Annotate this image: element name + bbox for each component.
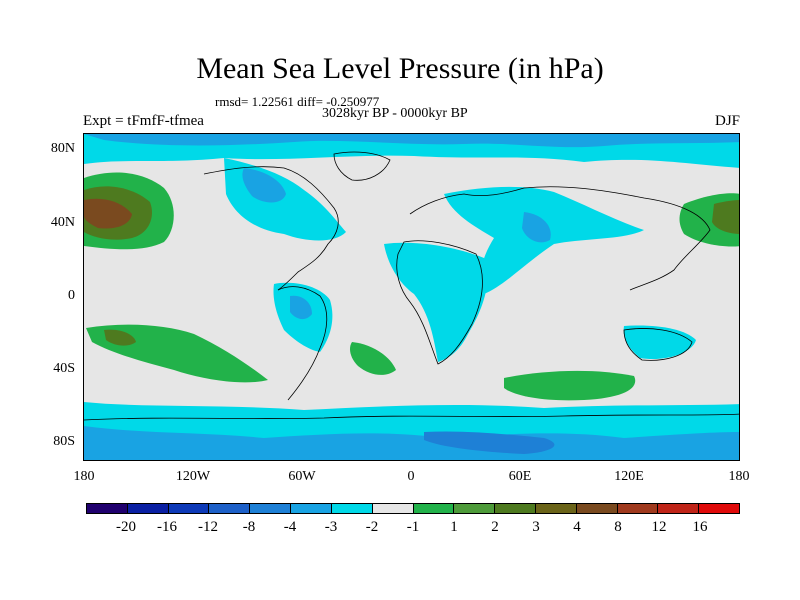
colorbar-swatch [331, 504, 373, 513]
colorbar-swatch [87, 504, 128, 513]
colorbar-swatch [413, 504, 455, 513]
antarctic-core-negative [424, 431, 555, 454]
colorbar-label: -8 [242, 519, 256, 535]
lon-label-60e: 60E [508, 469, 532, 484]
lat-label-0: 0 [68, 288, 75, 303]
lon-label-180w: 180 [73, 469, 95, 484]
colorbar-label: 8 [614, 519, 622, 535]
africa-negative [384, 242, 488, 362]
colorbar-swatch [576, 504, 618, 513]
lat-label-80n: 80N [50, 141, 75, 156]
colorbar-swatch [372, 504, 414, 513]
south-pacific-positive-core [104, 329, 136, 346]
colorbar-swatch [495, 504, 536, 513]
colorbar-label: 16 [692, 519, 708, 535]
colorbar-label: 4 [573, 519, 581, 535]
colorbar-swatch [699, 504, 739, 513]
stats-line: rmsd= 1.22561 diff= -0.250977 [215, 94, 380, 109]
southern-ocean-strong-negative [84, 426, 739, 460]
lon-label-0: 0 [407, 469, 415, 484]
north-america-negative [224, 158, 346, 241]
colorbar-label: 2 [491, 519, 499, 535]
colorbar-swatch [127, 504, 169, 513]
colorbar-label: 3 [532, 519, 540, 535]
colorbar [86, 503, 740, 514]
colorbar-label: -20 [116, 519, 136, 535]
west-pacific-positive-core [712, 200, 739, 234]
pressure-map [83, 133, 740, 461]
colorbar-label: -12 [198, 519, 218, 535]
colorbar-label: -1 [406, 519, 420, 535]
lon-label-60w: 60W [288, 469, 316, 484]
coastlines [84, 151, 739, 421]
colorbar-label: 12 [651, 519, 667, 535]
asia-strong-negative [522, 212, 551, 243]
arctic-strong-negative [84, 134, 739, 148]
colorbar-swatch [617, 504, 659, 513]
south-atlantic-positive [350, 342, 396, 375]
colorbar-label: -3 [324, 519, 338, 535]
colorbar-swatch [291, 504, 332, 513]
colorbar-label: 1 [450, 519, 458, 535]
indian-ocean-positive [504, 370, 636, 401]
colorbar-swatch [454, 504, 496, 513]
colorbar-label: -16 [157, 519, 177, 535]
lon-label-180e: 180 [728, 469, 750, 484]
lon-label-120e: 120E [614, 469, 644, 484]
colorbar-swatch [658, 504, 700, 513]
lat-label-40s: 40S [53, 361, 75, 376]
colorbar-swatch [535, 504, 577, 513]
map-canvas [84, 134, 739, 460]
canada-strong-negative [242, 168, 286, 203]
north-pacific-positive-peak [84, 198, 132, 229]
colorbar-swatch [250, 504, 292, 513]
colorbar-labels: -20 -16 -12 -8 -4 -3 -2 -1 1 2 3 4 8 12 … [0, 519, 800, 539]
lat-label-80s: 80S [53, 434, 75, 449]
season-label: DJF [714, 113, 740, 129]
colorbar-swatch [209, 504, 251, 513]
experiment-label: Expt = tFmfF-tfmea [83, 113, 204, 129]
lon-label-120w: 120W [175, 469, 211, 484]
colorbar-label: -4 [283, 519, 297, 535]
colorbar-swatch [168, 504, 210, 513]
lat-label-40n: 40N [50, 215, 75, 230]
map-title: Mean Sea Level Pressure (in hPa) [196, 52, 604, 85]
period-line: 3028kyr BP - 0000kyr BP [322, 106, 468, 121]
colorbar-label: -2 [365, 519, 379, 535]
south-america-strong-negative [290, 295, 312, 320]
